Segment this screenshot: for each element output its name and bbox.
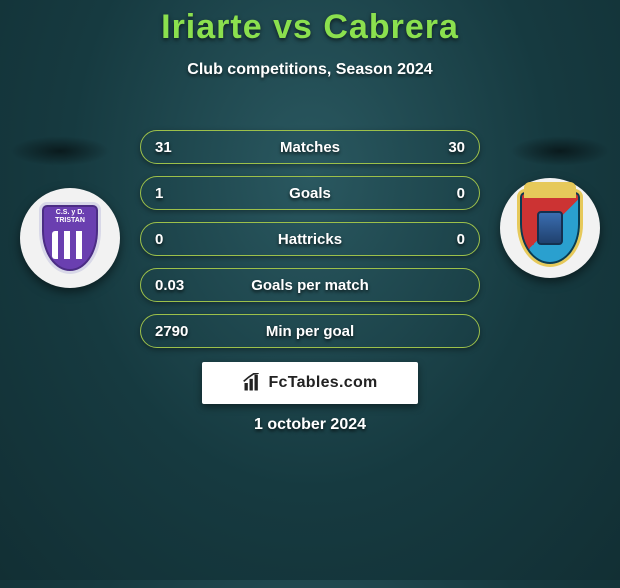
- player-left-name: Iriarte: [161, 8, 263, 46]
- stat-left-value: 2790: [155, 323, 215, 340]
- stat-row: 0 Hattricks 0: [140, 222, 480, 256]
- stat-row: 0.03 Goals per match: [140, 268, 480, 302]
- page-title: Iriarte vs Cabrera: [0, 8, 620, 47]
- page-subtitle: Club competitions, Season 2024: [0, 61, 620, 79]
- stat-left-value: 1: [155, 185, 215, 202]
- crest-left-line2: TRISTAN: [55, 217, 85, 225]
- attribution-text: FcTables.com: [268, 374, 377, 392]
- shadow-left: [10, 136, 110, 166]
- stat-row: 1 Goals 0: [140, 176, 480, 210]
- club-badge-right: [500, 178, 600, 278]
- stat-right-value: 0: [405, 185, 465, 202]
- crest-left-line1: C.S. y D.: [56, 209, 84, 217]
- stat-row: 2790 Min per goal: [140, 314, 480, 348]
- stat-left-value: 31: [155, 139, 215, 156]
- stat-right-value: 0: [405, 231, 465, 248]
- badge-disc-right: [500, 178, 600, 278]
- stat-label: Matches: [215, 139, 405, 156]
- shadow-right: [510, 136, 610, 166]
- stat-label: Goals per match: [215, 277, 405, 294]
- title-vs: vs: [273, 8, 313, 46]
- stat-label: Hattricks: [215, 231, 405, 248]
- crest-right: [517, 189, 583, 267]
- stat-left-value: 0: [155, 231, 215, 248]
- attribution-badge: FcTables.com: [202, 362, 418, 404]
- stat-row: 31 Matches 30: [140, 130, 480, 164]
- stat-right-value: 30: [405, 139, 465, 156]
- stats-table: 31 Matches 30 1 Goals 0 0 Hattricks 0 0.…: [140, 130, 480, 360]
- player-right-name: Cabrera: [323, 8, 459, 46]
- crest-left: C.S. y D. TRISTAN: [39, 202, 101, 274]
- bar-chart-icon: [242, 373, 262, 393]
- footer-date: 1 october 2024: [0, 416, 620, 434]
- stat-label: Goals: [215, 185, 405, 202]
- club-badge-left: C.S. y D. TRISTAN: [20, 188, 120, 288]
- stat-label: Min per goal: [215, 323, 405, 340]
- stat-left-value: 0.03: [155, 277, 215, 294]
- badge-disc-left: C.S. y D. TRISTAN: [20, 188, 120, 288]
